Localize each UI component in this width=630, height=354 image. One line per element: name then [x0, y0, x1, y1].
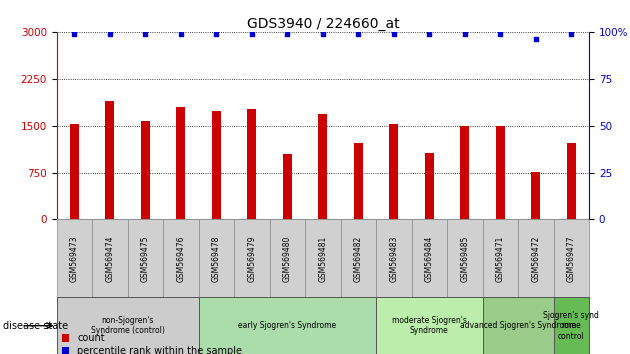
Bar	[270, 219, 305, 297]
Text: GSM569485: GSM569485	[461, 235, 469, 282]
Bar	[198, 297, 376, 354]
Bar	[248, 109, 256, 219]
Point	[389, 31, 399, 36]
Bar	[305, 219, 341, 297]
Bar	[567, 143, 576, 219]
Text: GSM569481: GSM569481	[318, 235, 328, 281]
Bar	[283, 154, 292, 219]
Bar	[92, 219, 128, 297]
Bar	[376, 219, 411, 297]
Text: Sjogren's synd
rome
control: Sjogren's synd rome control	[543, 311, 599, 341]
Point	[212, 31, 222, 36]
Text: GSM569480: GSM569480	[283, 235, 292, 282]
Point	[495, 31, 505, 36]
Point	[105, 31, 115, 36]
Text: GSM569471: GSM569471	[496, 235, 505, 282]
Bar	[376, 297, 483, 354]
Text: GSM569482: GSM569482	[354, 235, 363, 281]
Text: GSM569476: GSM569476	[176, 235, 185, 282]
Bar	[176, 107, 185, 219]
Bar	[389, 124, 398, 219]
Text: GSM569473: GSM569473	[70, 235, 79, 282]
Bar	[57, 219, 92, 297]
Bar	[554, 297, 589, 354]
Bar	[483, 219, 518, 297]
Text: GSM569483: GSM569483	[389, 235, 398, 282]
Text: advanced Sjogren's Syndrome: advanced Sjogren's Syndrome	[460, 321, 576, 330]
Point	[353, 31, 364, 36]
Point	[530, 36, 541, 42]
Bar	[496, 126, 505, 219]
Bar	[318, 114, 328, 219]
Point	[318, 31, 328, 36]
Point	[69, 31, 79, 36]
Text: GSM569484: GSM569484	[425, 235, 434, 282]
Title: GDS3940 / 224660_at: GDS3940 / 224660_at	[246, 17, 399, 31]
Text: GSM569474: GSM569474	[105, 235, 115, 282]
Bar	[483, 297, 554, 354]
Legend: count, percentile rank within the sample: count, percentile rank within the sample	[62, 333, 242, 354]
Text: GSM569475: GSM569475	[141, 235, 150, 282]
Bar	[234, 219, 270, 297]
Bar	[425, 153, 434, 219]
Bar	[212, 111, 221, 219]
Text: moderate Sjogren's
Syndrome: moderate Sjogren's Syndrome	[392, 316, 467, 335]
Text: GSM569472: GSM569472	[531, 235, 541, 282]
Bar	[141, 121, 150, 219]
Bar	[341, 219, 376, 297]
Point	[282, 31, 292, 36]
Bar	[354, 143, 363, 219]
Bar	[105, 101, 115, 219]
Bar	[163, 219, 198, 297]
Text: GSM569477: GSM569477	[567, 235, 576, 282]
Bar	[518, 219, 554, 297]
Bar	[57, 297, 198, 354]
Bar	[70, 124, 79, 219]
Point	[247, 31, 257, 36]
Bar	[554, 219, 589, 297]
Point	[460, 31, 470, 36]
Bar	[198, 219, 234, 297]
Bar	[128, 219, 163, 297]
Point	[425, 31, 435, 36]
Text: GSM569478: GSM569478	[212, 235, 221, 282]
Bar	[461, 126, 469, 219]
Point	[140, 31, 151, 36]
Point	[176, 31, 186, 36]
Point	[566, 31, 576, 36]
Text: early Sjogren's Syndrome: early Sjogren's Syndrome	[238, 321, 336, 330]
Bar	[531, 172, 541, 219]
Text: GSM569479: GSM569479	[248, 235, 256, 282]
Text: non-Sjogren's
Syndrome (control): non-Sjogren's Syndrome (control)	[91, 316, 164, 335]
Bar	[411, 219, 447, 297]
Text: disease state: disease state	[3, 321, 68, 331]
Bar	[447, 219, 483, 297]
